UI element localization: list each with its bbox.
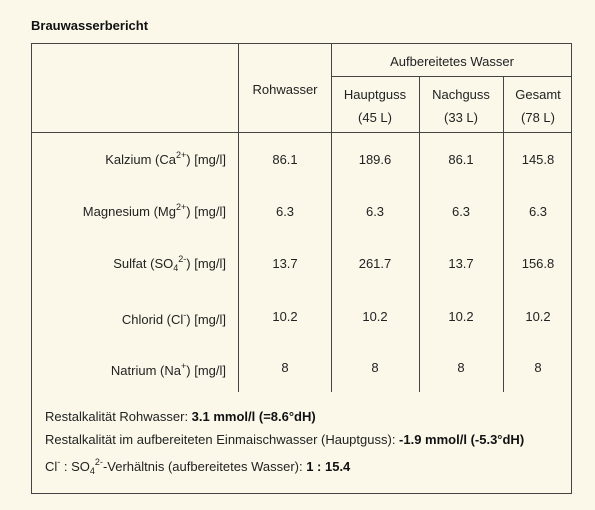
cell-rohwasser: 6.3: [275, 204, 295, 219]
cell-nachguss: 6.3: [451, 204, 471, 219]
cell-hauptguss: 189.6: [358, 152, 392, 167]
row-label: Kalzium (Ca2+) [mg/l]: [105, 150, 226, 168]
summary-cl-so4-ratio: Cl- : SO42--Verhältnis (aufbereitetes Wa…: [45, 457, 351, 476]
cell-nachguss: 10.2: [448, 309, 474, 324]
cell-gesamt: 156.8: [521, 256, 555, 271]
row-label: Magnesium (Mg2+) [mg/l]: [82, 202, 226, 220]
header-aufbereitetes-wasser: Aufbereitetes Wasser: [390, 54, 514, 69]
header-gesamt: Gesamt: [515, 87, 561, 102]
cell-hauptguss: 6.3: [365, 204, 385, 219]
grid-line: [238, 43, 239, 392]
cell-rohwasser: 10.2: [272, 309, 298, 324]
report-title: Brauwasserbericht: [31, 18, 149, 33]
grid-line: [331, 43, 332, 392]
cell-rohwasser: 8: [281, 360, 289, 375]
header-hauptguss: Hauptguss: [343, 87, 407, 102]
cell-rohwasser: 86.1: [272, 152, 298, 167]
cell-hauptguss: 261.7: [358, 256, 392, 271]
header-gesamt-volume: (78 L): [521, 110, 555, 125]
summary-restalkalitaet-hauptguss: Restalkalität im aufbereiteten Einmaisch…: [45, 432, 525, 447]
header-nachguss: Nachguss: [432, 87, 490, 102]
water-report-table: [31, 43, 572, 494]
cell-gesamt: 10.2: [525, 309, 551, 324]
summary-restalkalitaet-rohwasser: Restalkalität Rohwasser: 3.1 mmol/l (=8.…: [45, 409, 316, 424]
grid-line: [503, 76, 504, 392]
header-hauptguss-volume: (45 L): [358, 110, 392, 125]
row-label: Sulfat (SO42-) [mg/l]: [113, 254, 226, 273]
cell-nachguss: 8: [457, 360, 465, 375]
grid-line: [31, 132, 572, 133]
cell-hauptguss: 8: [371, 360, 379, 375]
header-rohwasser: Rohwasser: [252, 82, 318, 97]
grid-line: [331, 76, 572, 77]
cell-gesamt: 8: [534, 360, 542, 375]
row-label: Chlorid (Cl-) [mg/l]: [121, 310, 226, 328]
cell-nachguss: 86.1: [448, 152, 474, 167]
row-label: Natrium (Na+) [mg/l]: [110, 361, 226, 379]
grid-line: [419, 76, 420, 392]
cell-hauptguss: 10.2: [362, 309, 388, 324]
cell-nachguss: 13.7: [448, 256, 474, 271]
header-nachguss-volume: (33 L): [444, 110, 478, 125]
cell-gesamt: 6.3: [528, 204, 548, 219]
cell-gesamt: 145.8: [521, 152, 555, 167]
cell-rohwasser: 13.7: [272, 256, 298, 271]
